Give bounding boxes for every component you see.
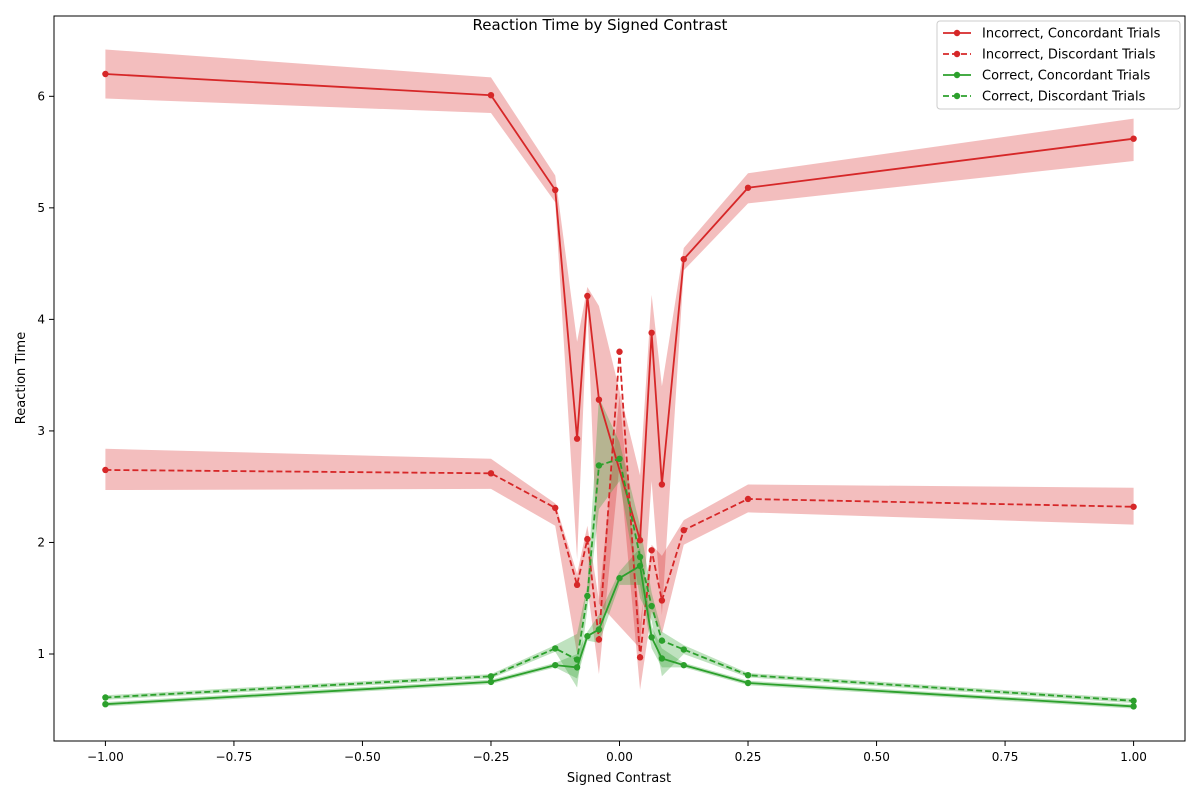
data-point xyxy=(648,602,655,610)
data-point xyxy=(573,656,581,663)
data-point xyxy=(1130,697,1137,705)
data-point xyxy=(744,671,752,679)
data-point xyxy=(636,562,644,570)
data-point xyxy=(648,329,655,336)
plot-frame xyxy=(53,15,1186,742)
data-point xyxy=(552,186,559,194)
y-axis-label: Reaction Time xyxy=(14,332,29,424)
x-tick-label: 0.25 xyxy=(735,750,762,764)
confidence-bands xyxy=(105,49,1134,709)
legend-label-2: Incorrect, Discordant Trials xyxy=(982,48,1156,63)
data-point xyxy=(1130,703,1137,710)
confidence-band-1 xyxy=(105,49,1134,649)
data-point xyxy=(487,470,495,477)
legend-marker-1 xyxy=(953,29,961,37)
x-tick-label: −1.00 xyxy=(87,750,124,764)
data-point xyxy=(744,495,752,503)
series-points xyxy=(102,70,1137,710)
x-tick-label: −0.50 xyxy=(344,750,381,764)
data-point xyxy=(487,91,495,99)
data-point xyxy=(573,581,581,589)
y-tick-label: 2 xyxy=(37,535,45,549)
data-point xyxy=(648,547,655,554)
legend-marker-2 xyxy=(953,50,961,58)
data-point xyxy=(658,637,666,644)
data-point xyxy=(584,632,591,640)
data-point xyxy=(648,634,655,641)
data-point xyxy=(744,679,752,687)
data-point xyxy=(1130,503,1137,510)
data-point xyxy=(584,292,591,300)
data-point xyxy=(584,592,591,600)
data-point xyxy=(552,661,559,669)
confidence-band-3 xyxy=(105,548,1134,709)
data-point xyxy=(744,184,752,191)
data-point xyxy=(573,435,581,442)
data-point xyxy=(658,655,666,662)
x-tick-label: 0.00 xyxy=(606,750,633,764)
data-point xyxy=(102,700,109,708)
data-point xyxy=(595,462,603,469)
data-point xyxy=(680,661,687,669)
legend-label-3: Correct, Concordant Trials xyxy=(982,69,1150,84)
data-point xyxy=(636,553,644,561)
series-line-1 xyxy=(105,73,1134,541)
data-point xyxy=(595,626,603,633)
data-point xyxy=(595,396,603,403)
y-tick-label: 3 xyxy=(37,424,45,438)
y-tick-label: 1 xyxy=(37,647,45,661)
data-point xyxy=(616,455,623,463)
y-tick-label: 4 xyxy=(37,312,45,326)
legend-label-1: Incorrect, Concordant Trials xyxy=(982,27,1161,42)
x-tick-label: −0.75 xyxy=(216,750,253,764)
x-tick-label: −0.25 xyxy=(473,750,510,764)
data-point xyxy=(680,255,687,263)
y-tick-label: 5 xyxy=(37,201,45,215)
legend-marker-3 xyxy=(953,71,961,79)
chart-title: Reaction Time by Signed Contrast xyxy=(473,16,728,34)
data-point xyxy=(552,645,559,652)
x-tick-label: 0.50 xyxy=(863,750,890,764)
legend: Incorrect, Concordant Trials Incorrect, D… xyxy=(936,20,1181,110)
x-tick-label: 1.00 xyxy=(1120,750,1147,764)
data-point xyxy=(573,664,581,671)
legend-frame xyxy=(936,20,1181,110)
data-point xyxy=(658,481,666,488)
data-point xyxy=(616,574,623,582)
data-point xyxy=(595,636,603,643)
data-point xyxy=(102,466,109,474)
data-point xyxy=(636,654,644,661)
data-point xyxy=(102,70,109,78)
data-point xyxy=(680,646,687,653)
data-point xyxy=(680,526,687,534)
data-point xyxy=(616,348,623,355)
data-point xyxy=(552,504,559,512)
legend-label-4: Correct, Discordant Trials xyxy=(982,90,1146,105)
confidence-band-2 xyxy=(105,395,1134,690)
data-point xyxy=(102,694,109,701)
x-axis-ticks: −1.00 −0.75 −0.50 −0.25 0.00 0.25 0.50 0.75 1.00 xyxy=(87,741,1147,764)
data-point xyxy=(487,673,495,680)
data-point xyxy=(636,537,644,544)
y-tick-label: 6 xyxy=(37,89,45,103)
y-axis-ticks: 1 2 3 4 5 6 xyxy=(37,89,54,661)
legend-marker-4 xyxy=(953,92,961,100)
data-point xyxy=(1130,135,1137,142)
x-tick-label: 0.75 xyxy=(992,750,1019,764)
data-point xyxy=(584,535,591,543)
data-point xyxy=(658,597,666,604)
data-point xyxy=(487,678,495,686)
x-axis-label: Signed Contrast xyxy=(567,771,671,786)
